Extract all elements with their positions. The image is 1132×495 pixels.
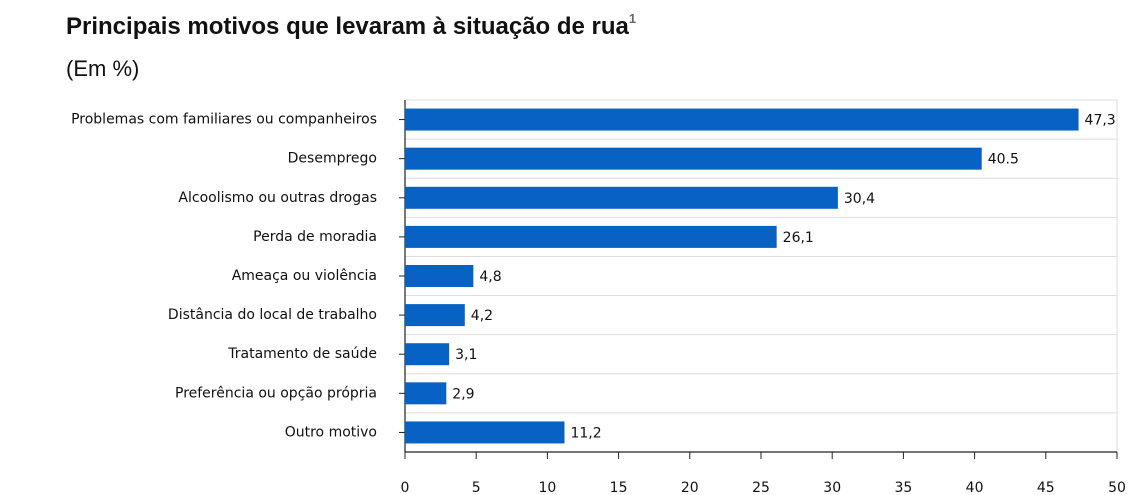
bar xyxy=(405,265,474,287)
y-tick-label: Distância do local de trabalho xyxy=(168,307,377,323)
y-tick-label: Tratamento de saúde xyxy=(227,346,377,362)
y-tick-label: Problemas com familiares ou companheiros xyxy=(71,112,377,128)
bar xyxy=(405,147,982,170)
value-label: 11,2 xyxy=(570,425,601,441)
value-label: 47,3 xyxy=(1085,113,1116,129)
y-tick-label: Preferência ou opção própria xyxy=(175,385,377,401)
x-tick-label: 20 xyxy=(681,480,699,495)
x-tick-label: 10 xyxy=(538,480,556,495)
x-tick-label: 35 xyxy=(894,480,912,495)
value-label: 4,2 xyxy=(471,308,493,324)
value-label: 26,1 xyxy=(783,230,814,246)
x-tick-label: 15 xyxy=(610,480,628,495)
value-label: 30,4 xyxy=(844,191,875,207)
bar xyxy=(405,186,838,209)
x-tick-label: 45 xyxy=(1037,480,1055,495)
value-label: 4,8 xyxy=(479,269,501,285)
x-tick-label: 50 xyxy=(1108,480,1126,495)
bar xyxy=(405,108,1079,131)
value-label: 3,1 xyxy=(455,347,477,363)
value-label: 2,9 xyxy=(452,386,474,402)
x-tick-label: 40 xyxy=(966,480,984,495)
y-tick-label: Outro motivo xyxy=(285,424,377,440)
title-text: Principais motivos que levaram à situaçã… xyxy=(66,13,630,40)
y-tick-label: Alcoolismo ou outras drogas xyxy=(178,190,377,206)
x-tick-label: 30 xyxy=(823,480,841,495)
bar xyxy=(405,304,465,327)
bar xyxy=(405,382,447,405)
chart-title: Principais motivos que levaram à situaçã… xyxy=(66,11,636,40)
x-tick-label: 5 xyxy=(472,480,481,495)
x-tick-label: 25 xyxy=(752,480,770,495)
bar xyxy=(405,421,565,444)
y-tick-label: Perda de moradia xyxy=(253,229,377,245)
bar xyxy=(405,225,777,248)
title-superscript: 1 xyxy=(629,11,636,26)
bar xyxy=(405,343,450,366)
y-tick-label: Ameaça ou violência xyxy=(232,268,377,284)
value-label: 40.5 xyxy=(988,152,1019,168)
y-tick-label: Desemprego xyxy=(288,151,377,167)
chart-subtitle: (Em %) xyxy=(66,56,139,81)
x-tick-label: 0 xyxy=(401,480,410,495)
